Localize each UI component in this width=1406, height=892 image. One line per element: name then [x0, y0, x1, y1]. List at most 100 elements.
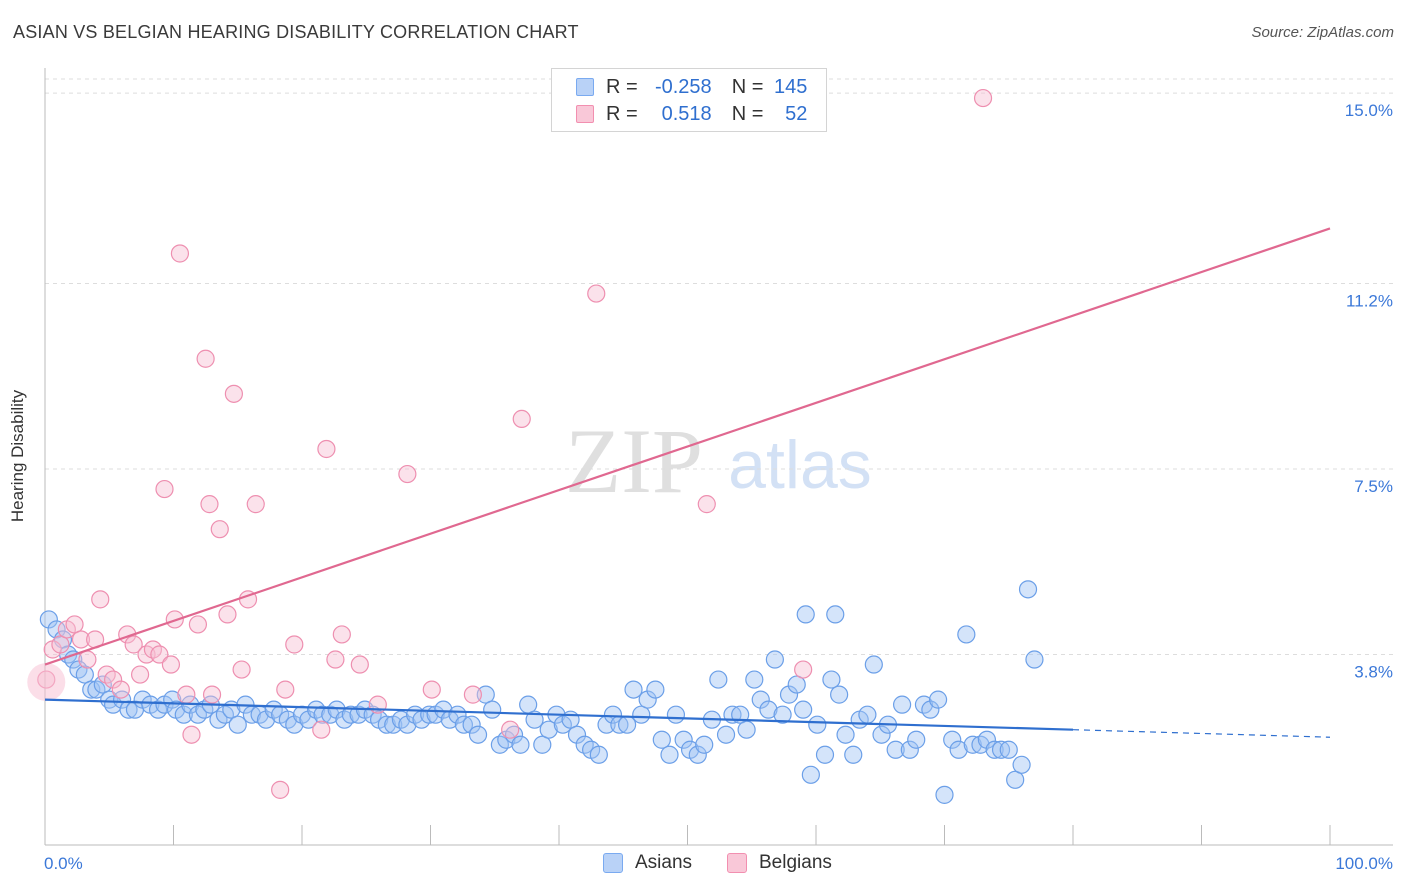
legend-item-asians[interactable]: Asians [603, 852, 692, 874]
y-axis-label: Hearing Disability [8, 389, 27, 523]
asians-point [93, 675, 112, 694]
asians-point [327, 700, 346, 719]
belgians-point [182, 725, 201, 744]
asians-point [921, 700, 940, 719]
asians-point [462, 715, 481, 734]
asians-point [589, 745, 608, 764]
asians-point [907, 730, 926, 749]
asians-point [483, 700, 502, 719]
belgians-point [104, 670, 123, 689]
legend-item-belgians[interactable]: Belgians [727, 852, 832, 874]
asians-point [567, 725, 587, 744]
asians-point [822, 670, 841, 689]
watermark-zip: ZIP [565, 410, 703, 512]
n-label: N = [731, 102, 764, 125]
asians-point [935, 785, 954, 804]
asians-point [603, 705, 623, 724]
asians-point [539, 720, 558, 739]
asians-point [864, 655, 883, 674]
legend-row-belgians: R = 0.518 N = 52 [576, 102, 807, 126]
asians-point [454, 715, 474, 734]
belgians-point [271, 780, 290, 799]
belgians-point [501, 720, 520, 739]
belgians-point [210, 520, 229, 539]
belgians-point [111, 680, 130, 699]
asians-point [943, 730, 962, 749]
belgians-point [170, 244, 190, 263]
asians-point [999, 740, 1018, 759]
r-label: R = [606, 102, 638, 125]
belgians-point [200, 495, 219, 514]
asians-point [377, 715, 396, 734]
belgians-point [65, 615, 84, 634]
belgians-point [512, 409, 531, 429]
r-value: -0.258 [654, 75, 712, 98]
belgians-point [91, 590, 110, 609]
asians-point [751, 690, 770, 709]
asians-legend-swatch-icon [603, 853, 623, 873]
asians-point [1012, 755, 1031, 774]
x-tick-label-max: 100.0% [1335, 854, 1393, 873]
asians-point [892, 695, 912, 714]
belgians-point [218, 605, 237, 624]
belgians-point [463, 685, 483, 704]
asians-point [900, 740, 919, 759]
asians-point [695, 735, 714, 754]
asians-point [759, 700, 778, 719]
asians-point [796, 605, 815, 624]
legend-row-asians: R = -0.258 N = 145 [576, 75, 807, 99]
asians-point [826, 605, 845, 624]
belgians-point [350, 655, 369, 674]
asians-point [808, 715, 827, 734]
belgians-point [150, 645, 169, 664]
asians-point [815, 745, 835, 764]
correlation-legend: R = -0.258 N = 145 R = 0.518 N = 52 [551, 68, 827, 132]
asians-point [313, 705, 332, 724]
chart-title: ASIAN VS BELGIAN HEARING DISABILITY CORR… [13, 22, 579, 42]
belgians-point [78, 650, 97, 669]
asians-trend-line [44, 698, 1074, 731]
asians-point [519, 695, 538, 714]
belgians-cluster-point [27, 663, 66, 702]
belgians-point [155, 479, 174, 499]
belgians-point [202, 685, 222, 704]
belgians-point [422, 680, 441, 699]
x-tick-label-min: 0.0% [44, 854, 83, 873]
asians-point [434, 700, 453, 719]
asians-point [525, 710, 544, 729]
asians-point [886, 740, 905, 759]
belgians-point [317, 439, 336, 459]
asians-point [779, 685, 799, 704]
asians-point [448, 705, 467, 724]
asians-point [646, 680, 665, 699]
n-value: 52 [785, 102, 808, 125]
asians-point [666, 705, 686, 724]
y-tick-label: 7.5% [1354, 477, 1393, 496]
asians-point [624, 680, 643, 699]
asians-point [830, 685, 849, 704]
y-tick-label: 11.2% [1346, 292, 1393, 311]
belgians-point [124, 635, 143, 654]
asians-point [985, 740, 1004, 759]
asians-point [256, 710, 276, 729]
asians-trend-extension [1072, 729, 1331, 738]
asians-point [533, 735, 552, 754]
asians-point [963, 735, 982, 754]
legend-label-belgians: Belgians [759, 852, 832, 873]
asians-point [745, 670, 764, 689]
belgians-point [51, 635, 70, 654]
belgians-point [161, 655, 181, 674]
belgians-point [587, 284, 606, 303]
asians-point [928, 690, 948, 709]
belgians-point [196, 349, 215, 368]
source-label: Source: ZipAtlas.com [1251, 24, 1394, 41]
asians-point [398, 715, 417, 734]
asians-point [794, 700, 813, 719]
belgians-point [794, 660, 813, 679]
asians-point [174, 705, 193, 724]
asians-point [632, 705, 651, 724]
asians-point [949, 740, 968, 759]
belgians-legend-swatch-icon [727, 853, 747, 873]
belgians-point [71, 630, 91, 649]
